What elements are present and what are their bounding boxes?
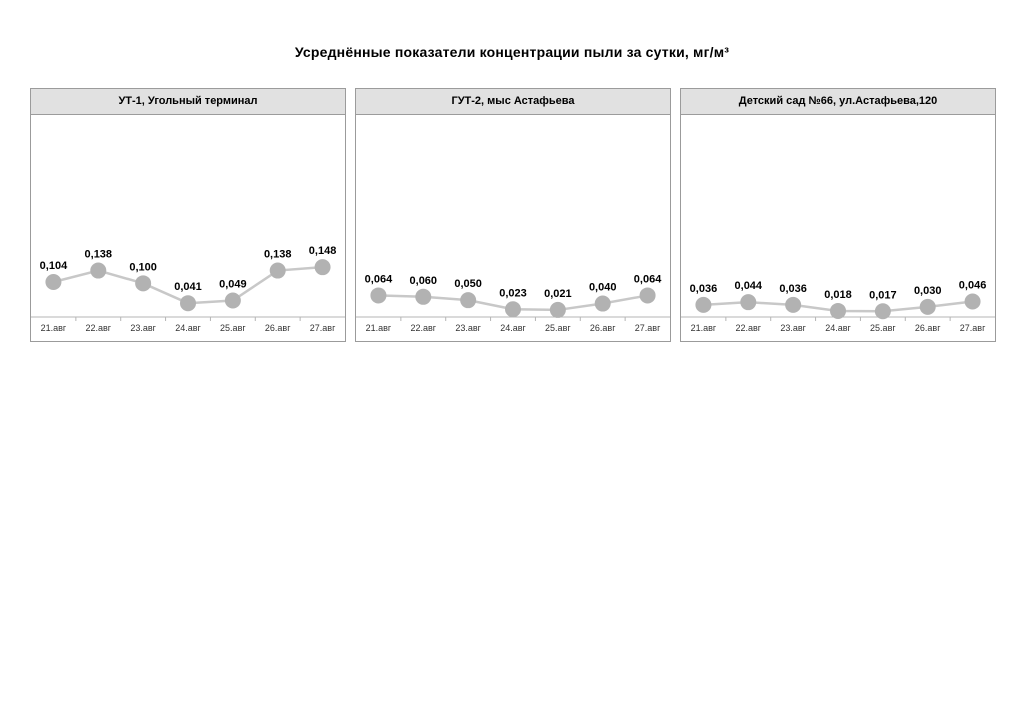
data-point-label: 0,040	[589, 282, 617, 294]
data-point-marker	[639, 287, 656, 304]
data-point-label: 0,138	[264, 249, 292, 261]
data-point-marker	[45, 273, 62, 290]
x-axis-label: 22.авг	[85, 323, 111, 333]
x-axis-label: 21.авг	[41, 323, 67, 333]
chart-panel: Детский сад №66, ул.Астафьева,120 0,036 2…	[680, 88, 996, 342]
chart-panel-title: УТ-1, Угольный терминал	[31, 89, 345, 115]
data-point-label: 0,064	[634, 273, 662, 285]
data-point-label: 0,049	[219, 279, 247, 291]
data-point-label: 0,018	[824, 289, 852, 301]
line-chart: 0,104 21.авг 0,138 22.авг 0,100 23.авг 0,041 24…	[31, 245, 345, 333]
data-point-label: 0,044	[735, 280, 763, 292]
data-point-label: 0,017	[869, 289, 897, 301]
data-point-marker	[505, 301, 521, 318]
x-axis-label: 24.авг	[825, 323, 851, 333]
page-title: Усреднённые показатели концентрации пыли…	[294, 44, 730, 60]
data-point-marker	[135, 275, 152, 292]
data-point-marker	[224, 292, 241, 309]
data-point-marker	[90, 262, 107, 279]
data-point-marker	[695, 296, 712, 313]
x-axis-label: 25.авг	[545, 323, 571, 333]
x-axis-label: 27.авг	[960, 323, 986, 333]
data-point-label: 0,064	[365, 273, 393, 285]
x-axis-label: 25.авг	[220, 323, 246, 333]
data-point-marker	[740, 294, 757, 311]
data-point-marker	[180, 295, 196, 312]
x-axis-label: 26.авг	[265, 323, 291, 333]
data-point-label: 0,036	[779, 283, 807, 295]
data-point-label: 0,046	[959, 280, 987, 292]
data-point-marker	[919, 298, 936, 315]
chart-plot-area: 0,036 21.авг 0,044 22.авг 0,036 23.авг 0,018 24…	[681, 115, 995, 341]
data-point-label: 0,041	[174, 281, 202, 293]
data-point-label: 0,030	[914, 285, 942, 297]
chart-panel-title: ГУТ-2, мыс Астафьева	[356, 89, 670, 115]
data-point-label: 0,023	[499, 287, 527, 299]
data-point-marker	[830, 302, 846, 319]
data-point-label: 0,050	[454, 278, 482, 290]
data-point-label: 0,036	[690, 283, 718, 295]
x-axis-label: 22.авг	[410, 323, 436, 333]
data-point-marker	[460, 292, 477, 309]
x-axis-label: 27.авг	[310, 323, 336, 333]
data-point-label: 0,148	[309, 245, 337, 257]
data-point-label: 0,138	[85, 249, 113, 261]
chart-panel: ГУТ-2, мыс Астафьева 0,064 21.авг 0,060 22.…	[355, 88, 671, 342]
x-axis-label: 24.авг	[500, 323, 526, 333]
x-axis-label: 23.авг	[780, 323, 806, 333]
chart-plot-area: 0,064 21.авг 0,060 22.авг 0,050 23.авг 0,023 24…	[356, 115, 670, 341]
data-point-marker	[314, 259, 331, 276]
data-point-marker	[415, 288, 432, 305]
data-point-marker	[370, 287, 387, 304]
x-axis-label: 21.авг	[691, 323, 717, 333]
data-point-marker	[874, 303, 891, 320]
data-point-label: 0,021	[544, 288, 572, 300]
data-point-marker	[785, 296, 802, 313]
data-point-marker	[269, 262, 286, 279]
line-chart: 0,036 21.авг 0,044 22.авг 0,036 23.авг 0,018 24…	[681, 280, 995, 333]
chart-panel: УТ-1, Угольный терминал 0,104 21.авг 0,138…	[30, 88, 346, 342]
x-axis-label: 26.авг	[590, 323, 616, 333]
chart-plot-area: 0,104 21.авг 0,138 22.авг 0,100 23.авг 0,041 24…	[31, 115, 345, 341]
data-point-label: 0,100	[129, 261, 157, 273]
x-axis-label: 23.авг	[130, 323, 156, 333]
x-axis-label: 22.авг	[735, 323, 761, 333]
x-axis-label: 23.авг	[455, 323, 481, 333]
x-axis-label: 21.авг	[366, 323, 392, 333]
chart-panel-title: Детский сад №66, ул.Астафьева,120	[681, 89, 995, 115]
x-axis-label: 24.авг	[175, 323, 201, 333]
x-axis-label: 27.авг	[635, 323, 661, 333]
data-point-label: 0,060	[410, 275, 438, 287]
data-point-marker	[594, 295, 611, 312]
line-chart: 0,064 21.авг 0,060 22.авг 0,050 23.авг 0,023 24…	[356, 273, 670, 333]
x-axis-label: 25.авг	[870, 323, 896, 333]
charts-row: УТ-1, Угольный терминал 0,104 21.авг 0,138…	[30, 88, 996, 342]
data-point-marker	[549, 301, 566, 318]
x-axis-label: 26.авг	[915, 323, 941, 333]
data-point-marker	[964, 293, 981, 310]
data-point-label: 0,104	[40, 260, 68, 272]
